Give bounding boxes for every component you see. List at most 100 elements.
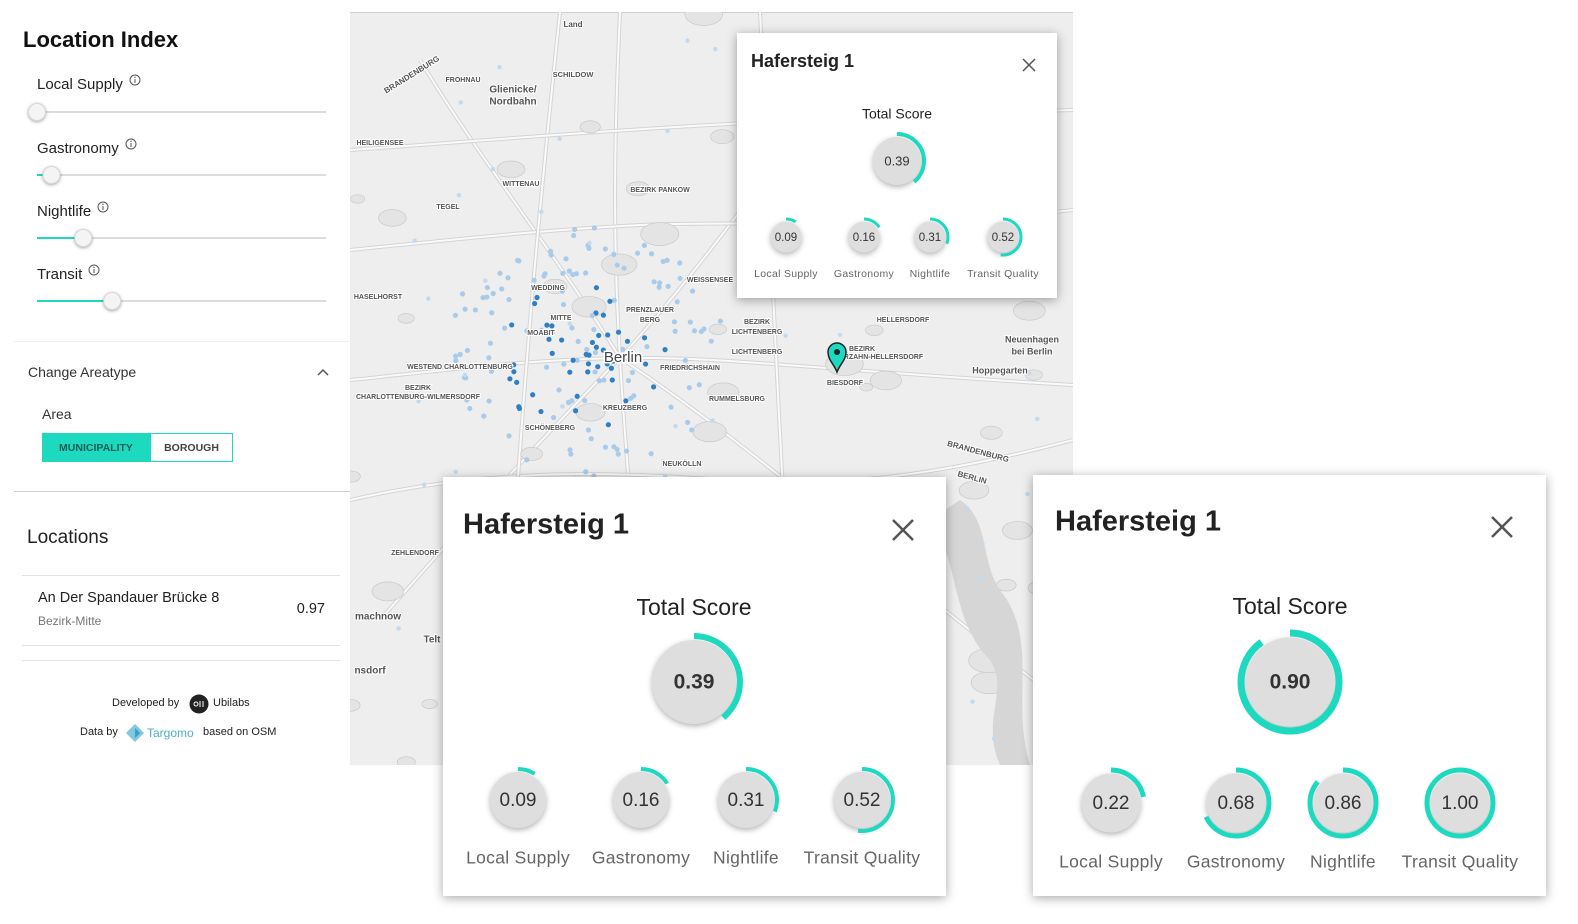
location-dot[interactable]	[677, 275, 683, 281]
location-dot[interactable]	[1026, 371, 1032, 376]
location-dot[interactable]	[611, 251, 617, 257]
location-dot[interactable]	[453, 469, 458, 474]
location-dot[interactable]	[783, 333, 788, 338]
location-dot[interactable]	[543, 364, 550, 370]
location-dot[interactable]	[1025, 491, 1030, 497]
location-dot[interactable]	[696, 382, 702, 388]
developer[interactable]: Ubilabs	[213, 697, 250, 709]
location-dot[interactable]	[609, 377, 615, 383]
location-dot[interactable]	[601, 377, 607, 383]
location-dot[interactable]	[568, 451, 574, 457]
location-dot[interactable]	[668, 404, 674, 410]
location-dot[interactable]	[585, 369, 591, 375]
location-dot[interactable]	[511, 369, 517, 375]
data-source[interactable]: Targomo	[147, 726, 194, 740]
location-dot[interactable]	[717, 318, 724, 324]
location-dot[interactable]	[489, 310, 495, 316]
location-dot[interactable]	[480, 295, 486, 301]
location-dot[interactable]	[602, 444, 609, 450]
location-dot[interactable]	[563, 256, 569, 262]
location-dot[interactable]	[965, 506, 970, 511]
location-dot[interactable]	[615, 329, 622, 335]
slider[interactable]	[0, 286, 330, 316]
location-dot[interactable]	[530, 392, 536, 398]
location-dot[interactable]	[621, 265, 627, 271]
location-dot[interactable]	[698, 328, 704, 335]
location-dot[interactable]	[651, 384, 657, 390]
location-dot[interactable]	[453, 353, 459, 359]
slider-thumb[interactable]	[28, 103, 46, 121]
location-name[interactable]: An Der Spandauer Brücke 8	[38, 590, 220, 606]
location-dot[interactable]	[458, 100, 463, 105]
location-dot[interactable]	[648, 251, 655, 257]
location-dot[interactable]	[549, 329, 555, 335]
location-dot[interactable]	[664, 257, 670, 263]
location-dot[interactable]	[642, 361, 649, 367]
close-button[interactable]	[1022, 58, 1036, 72]
slider-thumb[interactable]	[42, 166, 61, 184]
location-dot[interactable]	[549, 350, 555, 356]
location-dot[interactable]	[641, 335, 648, 341]
info-icon[interactable]	[129, 74, 141, 86]
location-dot[interactable]	[583, 469, 589, 475]
location-dot[interactable]	[708, 338, 714, 344]
location-dot[interactable]	[651, 279, 657, 285]
location-dot[interactable]	[514, 379, 520, 385]
location-dot[interactable]	[497, 270, 503, 276]
location-dot[interactable]	[1035, 416, 1040, 422]
location-dot[interactable]	[991, 736, 997, 741]
location-dot[interactable]	[593, 285, 600, 291]
location-dot[interactable]	[486, 355, 492, 361]
location-dot[interactable]	[488, 368, 495, 374]
location-dot[interactable]	[624, 338, 631, 344]
location-dot[interactable]	[582, 397, 588, 404]
location-dot[interactable]	[459, 291, 466, 297]
location-dot[interactable]	[571, 232, 577, 239]
location-dot[interactable]	[710, 418, 715, 423]
location-dot[interactable]	[550, 414, 557, 421]
slider[interactable]	[0, 223, 330, 253]
location-dot[interactable]	[623, 398, 629, 404]
location-dot[interactable]	[502, 325, 508, 331]
info-icon[interactable]	[125, 138, 137, 150]
location-dot[interactable]	[546, 336, 552, 342]
close-button[interactable]	[892, 519, 914, 541]
location-dot[interactable]	[460, 393, 466, 399]
location-dot[interactable]	[524, 457, 530, 463]
location-dot[interactable]	[567, 321, 572, 326]
location-dot[interactable]	[624, 448, 630, 454]
location-dot[interactable]	[566, 268, 573, 274]
location-dot[interactable]	[677, 260, 683, 266]
location-dot[interactable]	[499, 286, 505, 292]
location-dot[interactable]	[610, 358, 616, 364]
location-dot[interactable]	[970, 699, 975, 704]
location-dot[interactable]	[452, 312, 458, 318]
location-dot[interactable]	[560, 404, 565, 409]
location-dot[interactable]	[490, 290, 496, 297]
location-dot[interactable]	[585, 427, 592, 433]
location-dot[interactable]	[615, 451, 621, 457]
location-dot[interactable]	[412, 238, 417, 243]
location-dot[interactable]	[486, 398, 492, 404]
location-dot[interactable]	[583, 270, 589, 276]
location-dot[interactable]	[421, 482, 427, 487]
location-dot[interactable]	[589, 312, 595, 319]
location-dot[interactable]	[631, 393, 637, 399]
location-dot[interactable]	[567, 369, 573, 375]
location-dot[interactable]	[572, 226, 578, 233]
location-dot[interactable]	[686, 385, 692, 391]
location-dot[interactable]	[591, 225, 598, 231]
location-dot[interactable]	[547, 248, 554, 254]
info-icon[interactable]	[88, 264, 100, 276]
location-dot[interactable]	[506, 296, 512, 303]
location-dot[interactable]	[453, 358, 459, 364]
location-dot[interactable]	[662, 347, 668, 353]
area-option[interactable]: MUNICIPALITY	[42, 433, 150, 462]
location-dot[interactable]	[589, 339, 596, 346]
location-dot[interactable]	[629, 369, 636, 376]
location-dot[interactable]	[575, 338, 581, 345]
location-dot[interactable]	[559, 337, 565, 343]
location-dot[interactable]	[507, 376, 513, 382]
location-dot[interactable]	[614, 262, 620, 268]
location-dot[interactable]	[497, 64, 502, 70]
